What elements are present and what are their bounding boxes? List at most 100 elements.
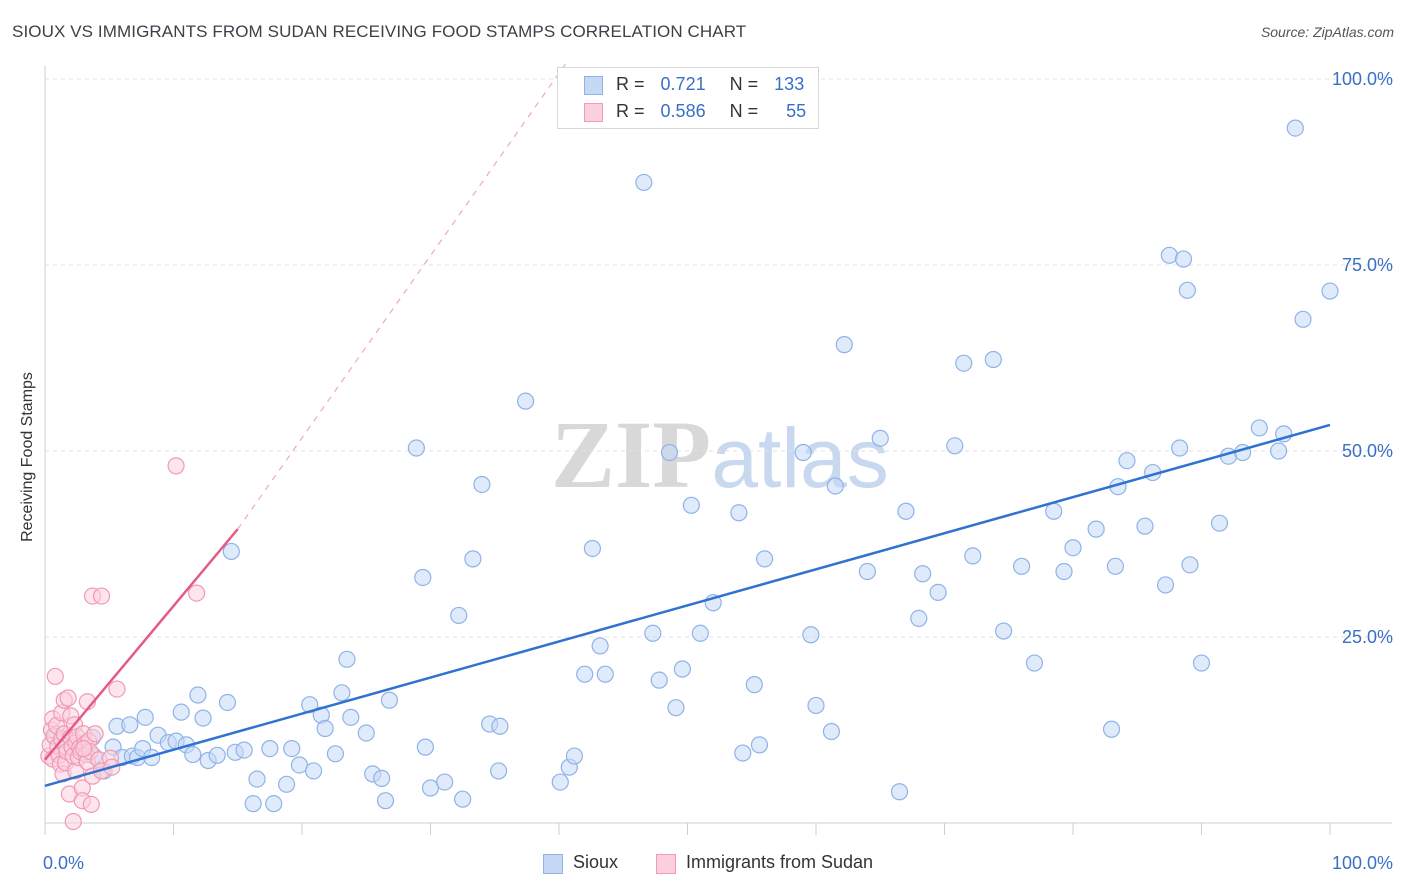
point-sioux-82: [755, 550, 774, 568]
x-tick-label-left: 0.0%: [43, 853, 84, 873]
point-sioux-9: [121, 716, 139, 734]
point-sudan-43: [64, 812, 82, 831]
point-sioux-105: [1064, 539, 1082, 557]
trend-line-sudan: [44, 528, 239, 761]
tick-labels: 25.0% 50.0% 75.0% 100.0% 0.0% 100.0%: [43, 69, 1393, 873]
point-sioux-46: [373, 769, 391, 787]
point-sioux-69: [635, 173, 653, 192]
point-sioux-33: [277, 775, 296, 793]
point-sioux-99: [984, 350, 1002, 369]
point-sioux-117: [1178, 281, 1196, 299]
y-tick-label-25: 25.0%: [1342, 627, 1393, 647]
point-sioux-78: [730, 504, 748, 522]
point-sioux-44: [357, 724, 375, 742]
point-sudan-41: [82, 795, 100, 814]
point-sioux-90: [871, 429, 889, 447]
point-sioux-39: [316, 719, 334, 738]
point-sioux-50: [414, 568, 432, 587]
point-sioux-120: [1210, 514, 1229, 532]
point-sioux-26: [222, 542, 240, 561]
point-sioux-126: [1286, 119, 1304, 137]
legend-n-label: N =: [729, 74, 759, 94]
point-sioux-76: [691, 624, 709, 642]
bottom-legend-label-sudan: Immigrants from Sudan: [686, 852, 874, 872]
point-sioux-74: [673, 660, 691, 678]
point-sioux-95: [929, 583, 947, 601]
point-sioux-53: [436, 773, 454, 791]
chart-title: SIOUX VS IMMIGRANTS FROM SUDAN RECEIVING…: [12, 22, 747, 41]
point-sioux-98: [964, 547, 982, 565]
stats-legend: R = 0.721 N = 133 R = 0.586 N = 55: [557, 67, 819, 129]
point-sioux-59: [490, 762, 508, 780]
axes: [44, 66, 1392, 835]
trend-extension-sudan: [237, 63, 566, 530]
point-sioux-29: [248, 770, 266, 788]
point-sioux-47: [376, 792, 395, 810]
point-sioux-49: [407, 439, 425, 457]
point-sioux-127: [1294, 310, 1312, 328]
legend-n-value-sioux: 133: [774, 74, 805, 94]
point-sioux-13: [136, 708, 154, 726]
point-sudan-52: [92, 587, 111, 605]
point-sioux-123: [1250, 419, 1268, 437]
point-sioux-113: [1156, 576, 1175, 594]
point-sioux-110: [1118, 452, 1136, 470]
bottom-legend-swatch-sioux: [543, 854, 563, 874]
legend-r-label: R =: [616, 101, 645, 121]
point-sioux-72: [660, 443, 679, 462]
point-sioux-66: [583, 539, 602, 558]
point-sioux-60: [491, 717, 509, 735]
point-sioux-75: [682, 496, 700, 514]
point-sioux-48: [380, 691, 398, 709]
point-sioux-124: [1269, 442, 1288, 460]
point-sioux-41: [333, 684, 351, 702]
legend-n-value-sudan: 55: [786, 101, 807, 121]
source-label: Source: ZipAtlas.com: [1260, 24, 1394, 40]
point-sioux-79: [734, 744, 752, 762]
point-sioux-91: [890, 783, 909, 801]
point-sioux-108: [1106, 557, 1125, 575]
point-sioux-34: [283, 739, 301, 758]
point-sioux-57: [473, 475, 491, 494]
point-sioux-83: [794, 443, 812, 462]
point-sioux-71: [650, 671, 668, 689]
point-sioux-114: [1160, 246, 1178, 264]
point-sioux-116: [1174, 250, 1193, 268]
point-sioux-24: [208, 746, 226, 764]
point-sioux-25: [218, 693, 237, 712]
point-sudan-54: [167, 457, 185, 475]
legend-r-label: R =: [616, 74, 645, 94]
point-sudan-45: [86, 725, 104, 743]
point-sioux-22: [194, 709, 212, 727]
legend-r-value-sudan: 0.586: [660, 101, 706, 121]
point-sioux-20: [184, 745, 202, 764]
point-sioux-80: [745, 676, 763, 694]
y-axis-label: Receiving Food Stamps: [19, 372, 36, 542]
point-sioux-97: [955, 354, 973, 372]
point-sioux-37: [304, 762, 323, 780]
point-sudan-19: [59, 689, 77, 707]
point-sudan-50: [108, 680, 126, 698]
trend-lines: [44, 63, 1331, 788]
point-sioux-61: [516, 392, 535, 410]
legend-swatch-sudan: [584, 103, 603, 122]
point-sioux-93: [910, 609, 928, 628]
point-sioux-85: [807, 696, 825, 715]
point-sioux-68: [596, 665, 614, 683]
y-tick-label-100: 100.0%: [1332, 69, 1393, 89]
point-sioux-18: [172, 703, 190, 721]
point-sioux-92: [897, 502, 915, 520]
point-sioux-100: [995, 622, 1013, 640]
bottom-legend-label-sioux: Sioux: [573, 852, 619, 872]
point-sioux-42: [338, 650, 356, 668]
y-tick-label-50: 50.0%: [1342, 441, 1393, 461]
x-tick-label-right: 100.0%: [1332, 853, 1393, 873]
point-sioux-31: [261, 739, 279, 758]
point-sioux-67: [591, 637, 609, 655]
point-sioux-32: [265, 795, 283, 813]
point-sudan-6: [46, 667, 64, 686]
point-sioux-106: [1087, 520, 1105, 538]
point-sioux-54: [450, 606, 468, 625]
legend-r-value-sioux: 0.721: [660, 74, 706, 94]
point-sioux-96: [946, 437, 964, 455]
